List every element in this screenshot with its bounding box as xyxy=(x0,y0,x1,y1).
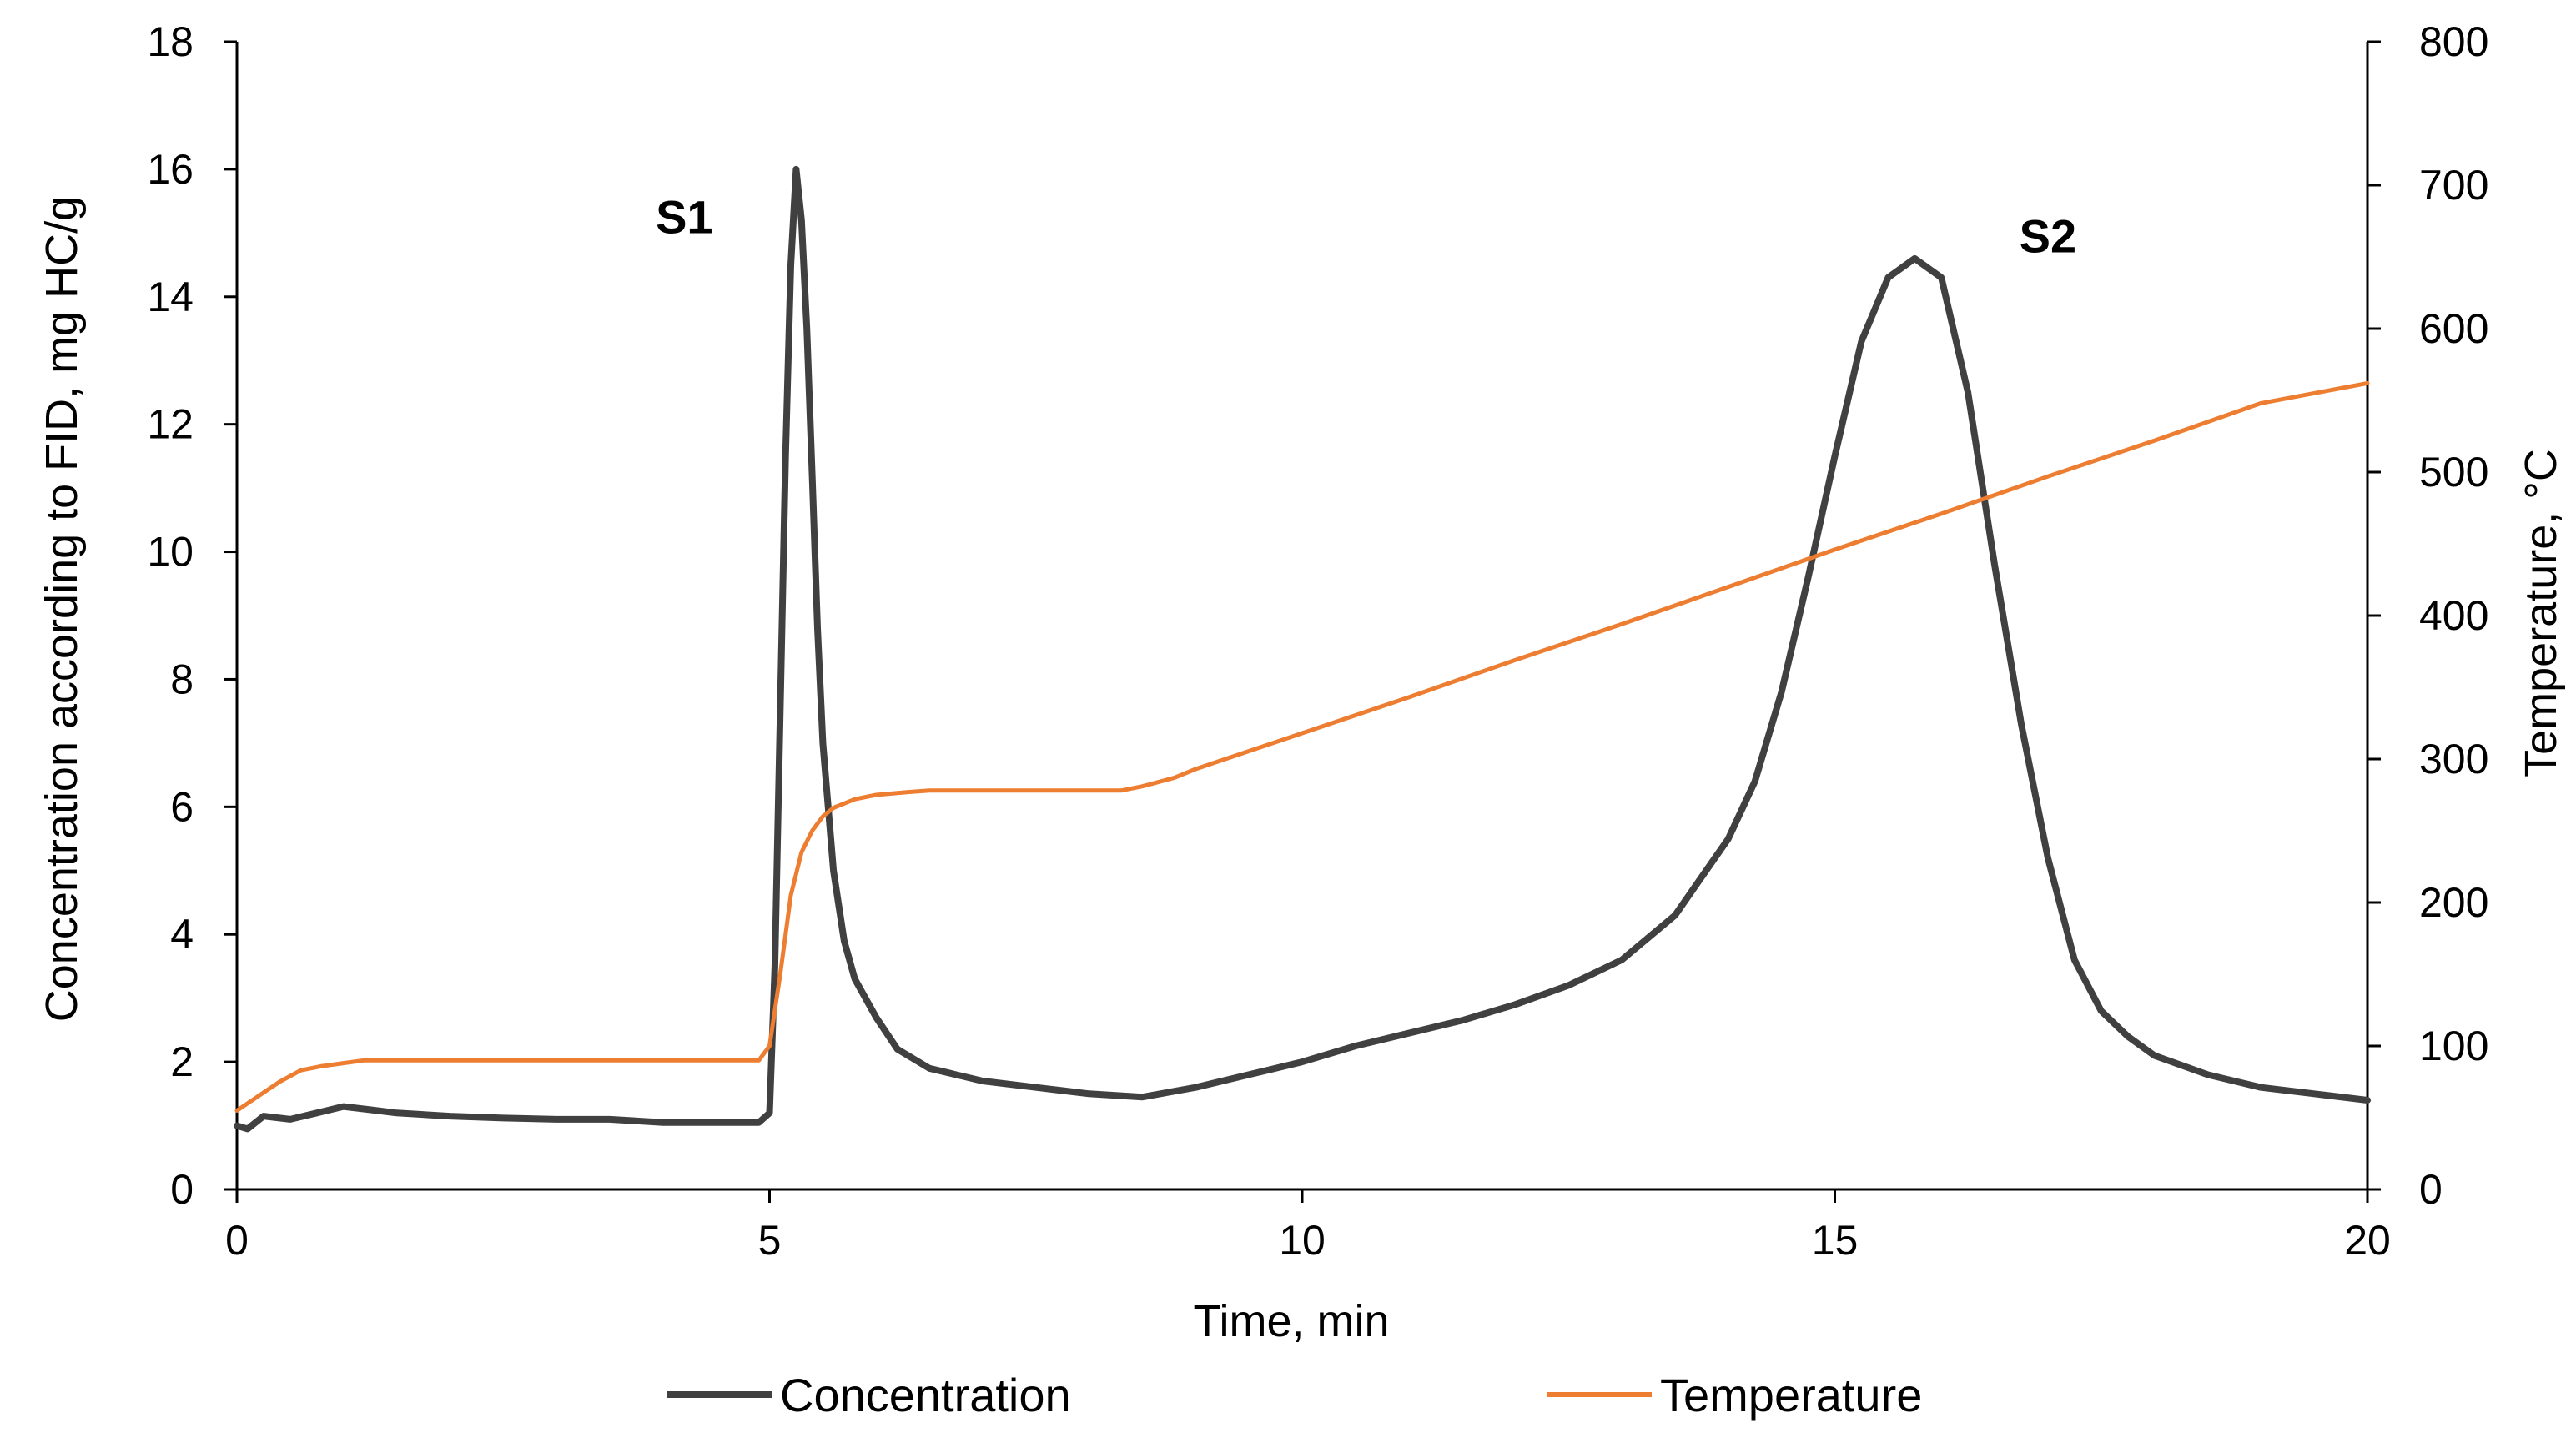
legend-label-temperature: Temperature xyxy=(1660,1369,1922,1421)
y2-tick-label: 300 xyxy=(2419,736,2488,782)
y2-ticks: 0 100 200 300 400 500 600 700 800 xyxy=(2367,18,2488,1213)
series-layer xyxy=(234,165,2371,1133)
y-tick-label: 8 xyxy=(170,656,194,702)
y-tick-label: 10 xyxy=(147,529,194,576)
y-tick-label: 4 xyxy=(170,911,194,958)
y2-tick-label: 100 xyxy=(2419,1023,2488,1069)
y2-tick-label: 600 xyxy=(2419,305,2488,352)
y-tick-label: 6 xyxy=(170,783,194,830)
y2-tick-label: 700 xyxy=(2419,162,2488,209)
y-tick-label: 12 xyxy=(147,401,194,448)
x-tick-label: 5 xyxy=(758,1217,782,1264)
y-axis-title: Concentration according to FID, mg HC/g xyxy=(37,196,87,1022)
legend: Concentration Temperature xyxy=(667,1369,1922,1421)
y2-tick-label: 500 xyxy=(2419,449,2488,495)
series-line-concentration xyxy=(234,165,2371,1133)
y2-tick-label: 800 xyxy=(2419,18,2488,65)
x-axis-title: Time, min xyxy=(1193,1296,1389,1346)
x-tick-label: 20 xyxy=(2344,1217,2391,1264)
annotation-s2: S2 xyxy=(2020,209,2077,262)
y2-tick-label: 0 xyxy=(2419,1166,2443,1213)
y-ticks: 0 2 4 6 8 10 12 14 16 18 xyxy=(147,18,237,1213)
x-ticks: 0 5 10 15 20 xyxy=(225,1189,2391,1264)
x-tick-label: 0 xyxy=(225,1217,249,1264)
series-line-temperature xyxy=(234,380,2370,1113)
legend-label-concentration: Concentration xyxy=(780,1369,1071,1421)
y-tick-label: 18 xyxy=(147,18,194,65)
y2-axis-title: Temperature, °C xyxy=(2516,449,2566,777)
y-tick-label: 2 xyxy=(170,1038,194,1085)
y-tick-label: 14 xyxy=(147,274,194,320)
y2-tick-label: 400 xyxy=(2419,592,2488,639)
x-tick-label: 10 xyxy=(1279,1217,1326,1264)
y-tick-label: 0 xyxy=(170,1166,194,1213)
annotation-s1: S1 xyxy=(656,190,713,243)
x-tick-label: 15 xyxy=(1812,1217,1859,1264)
y-tick-label: 16 xyxy=(147,146,194,193)
y2-tick-label: 200 xyxy=(2419,879,2488,926)
